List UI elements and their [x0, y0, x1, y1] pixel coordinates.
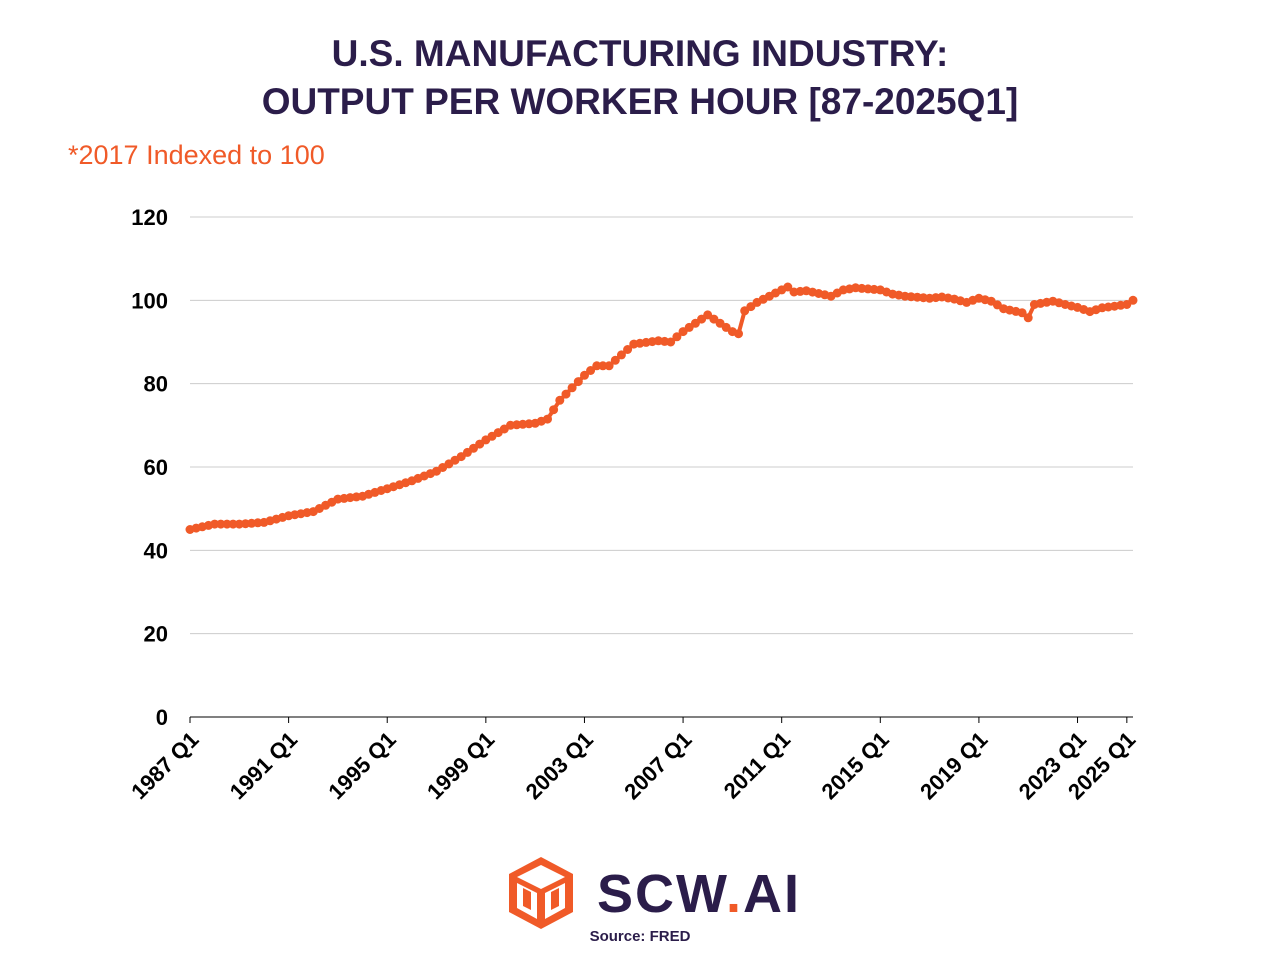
- y-tick-label: 80: [144, 372, 168, 397]
- data-point: [1023, 313, 1033, 323]
- box-logo-icon: [509, 857, 573, 929]
- data-point: [228, 519, 238, 529]
- x-tick-label: 1995 Q1: [323, 727, 400, 804]
- x-tick-label: 1991 Q1: [225, 727, 302, 804]
- y-tick-label: 40: [144, 538, 168, 563]
- chart-subtitle: *2017 Indexed to 100: [68, 140, 325, 170]
- x-tick-label: 1999 Q1: [422, 727, 499, 804]
- data-point: [783, 282, 793, 292]
- data-point: [623, 345, 633, 354]
- y-tick-label: 60: [144, 455, 168, 480]
- y-tick-label: 0: [156, 705, 168, 730]
- data-point: [216, 519, 226, 529]
- brand-name: SCW.AI: [597, 863, 801, 925]
- data-point: [672, 332, 682, 342]
- data-point: [598, 361, 608, 371]
- data-point: [610, 355, 620, 365]
- brand-name-suffix: AI: [743, 864, 802, 924]
- chart-title: U.S. MANUFACTURING INDUSTRY: OUTPUT PER …: [0, 30, 1280, 126]
- brand-logo: SCW.AI: [505, 855, 799, 935]
- x-tick-label: 2019 Q1: [915, 727, 992, 804]
- series-line: [189, 285, 1135, 532]
- chart-title-line-2: OUTPUT PER WORKER HOUR [87-2025Q1]: [261, 81, 1019, 122]
- x-tick-label: 2007 Q1: [619, 727, 696, 804]
- data-point: [580, 370, 589, 380]
- y-tick-label: 100: [131, 288, 168, 313]
- data-point: [586, 366, 596, 375]
- x-tick-label: 2011 Q1: [719, 727, 796, 804]
- x-tick-label: 2015 Q1: [816, 727, 893, 804]
- data-point: [561, 389, 571, 399]
- data-point: [555, 395, 565, 405]
- source-note: Source: FRED: [589, 928, 691, 945]
- data-point: [573, 377, 583, 387]
- chart-title-line-1: U.S. MANUFACTURING INDUSTRY:: [331, 33, 949, 74]
- data-point: [604, 361, 614, 371]
- data-point: [549, 405, 559, 415]
- data-point: [567, 383, 577, 393]
- y-tick-label: 120: [131, 205, 168, 230]
- brand-name-dot: .: [726, 864, 744, 924]
- data-point: [666, 337, 676, 347]
- data-point: [543, 414, 552, 424]
- x-tick-label: 2003 Q1: [521, 727, 598, 804]
- data-point: [1128, 295, 1138, 305]
- data-point: [616, 350, 626, 360]
- data-point: [734, 329, 743, 339]
- x-tick-label: 1987 Q1: [126, 727, 203, 804]
- brand-name-prefix: SCW: [597, 864, 727, 924]
- y-tick-label: 20: [144, 622, 168, 647]
- data-point: [1017, 308, 1027, 318]
